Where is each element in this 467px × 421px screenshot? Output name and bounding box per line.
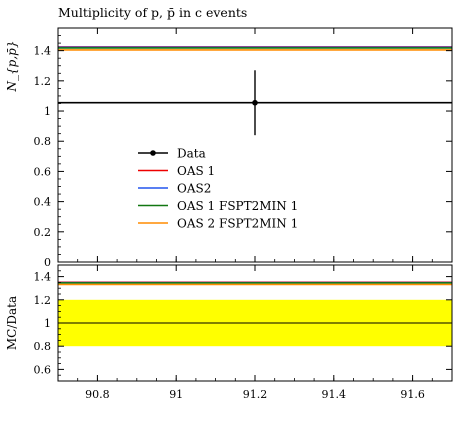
ratio-x-tick-label: 91.6 (400, 388, 425, 401)
legend-label: Data (177, 147, 206, 161)
ratio-x-tick-label: 90.8 (85, 388, 110, 401)
ratio-y-tick-label: 1 (44, 317, 51, 330)
main-y-tick-label: 0.6 (34, 165, 52, 178)
ratio-y-tick-label: 0.8 (34, 340, 52, 353)
ratio-x-tick-label: 91 (169, 388, 183, 401)
main-y-tick-label: 0.2 (34, 226, 52, 239)
legend-data-marker (150, 150, 156, 156)
main-y-tick-label: 1.2 (34, 75, 52, 88)
main-y-tick-label: 1 (44, 105, 51, 118)
main-y-tick-label: 1.4 (34, 45, 52, 58)
main-y-axis-title: N_{p,p̄} (5, 41, 19, 93)
ratio-x-tick-label: 91.4 (322, 388, 347, 401)
main-y-tick-label: 0.8 (34, 135, 52, 148)
ratio-y-tick-label: 1.4 (34, 271, 52, 284)
ratio-x-tick-label: 91.2 (243, 388, 268, 401)
main-y-tick-label: 0 (44, 256, 51, 269)
ratio-y-tick-label: 1.2 (34, 294, 52, 307)
data-point-marker (252, 99, 258, 106)
ratio-y-axis-title: MC/Data (5, 296, 19, 350)
legend-label: OAS 1 FSPT2MIN 1 (177, 199, 298, 213)
chart-title: Multiplicity of p, p̄ in c events (58, 5, 247, 20)
legend-label: OAS 1 (177, 164, 215, 178)
ratio-y-tick-label: 0.6 (34, 363, 52, 376)
legend-label: OAS2 (177, 182, 211, 196)
legend-label: OAS 2 FSPT2MIN 1 (177, 217, 298, 231)
main-y-tick-label: 0.4 (34, 196, 52, 209)
